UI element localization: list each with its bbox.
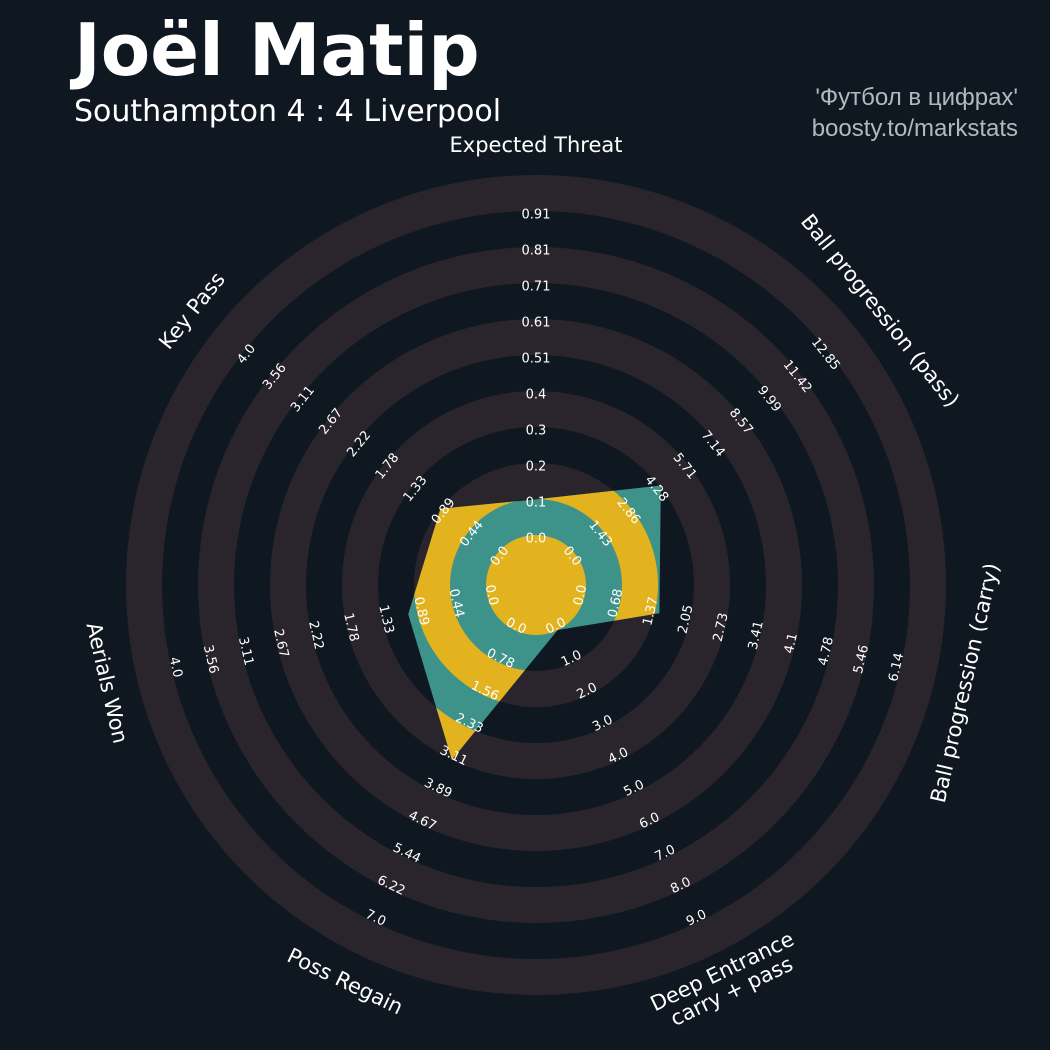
credit-block: 'Футбол в цифрах' boosty.to/markstats xyxy=(812,82,1018,144)
radar-param-label-line: Aerials Won xyxy=(82,620,133,746)
radar-tick-label: 2.67 xyxy=(270,628,291,660)
radar-tick-label: 5.46 xyxy=(851,644,872,676)
radar-tick-label: 3.41 xyxy=(746,620,767,652)
radar-tick-label: 0.2 xyxy=(526,460,547,475)
radar-tick-label: 0.89 xyxy=(410,596,431,628)
radar-param-label: Aerials Won xyxy=(82,620,133,746)
radar-tick-label: 3.56 xyxy=(200,644,221,676)
player-name-title: Joël Matip xyxy=(74,8,480,92)
radar-tick-label: 6.14 xyxy=(886,652,907,684)
radar-tick-label: 3.11 xyxy=(235,636,256,668)
radar-tick-label: 0.71 xyxy=(522,280,551,295)
radar-tick-label: 2.22 xyxy=(305,620,326,652)
credit-line-1: 'Футбол в цифрах' xyxy=(815,84,1018,111)
radar-param-label: Expected Threat xyxy=(450,133,623,157)
radar-tick-label: 0.81 xyxy=(522,244,551,259)
radar-tick-label: 1.78 xyxy=(340,612,361,644)
radar-tick-label: 0.68 xyxy=(605,587,626,619)
radar-param-label-line: Expected Threat xyxy=(450,133,623,157)
credit-line-2: boosty.to/markstats xyxy=(811,115,1018,142)
match-subtitle: Southampton 4 : 4 Liverpool xyxy=(74,94,502,129)
radar-tick-label: 0.1 xyxy=(526,496,547,511)
radar-tick-label: 4.0 xyxy=(166,656,185,680)
radar-tick-label: 0.4 xyxy=(526,388,547,403)
radar-tick-label: 2.73 xyxy=(711,612,732,644)
radar-tick-label: 4.1 xyxy=(782,632,801,656)
radar-tick-label: 0.61 xyxy=(522,316,551,331)
radar-tick-label: 1.33 xyxy=(375,604,396,636)
accent-center xyxy=(486,535,586,635)
radar-tick-label: 0.51 xyxy=(522,352,551,367)
radar-tick-label: 1.37 xyxy=(640,596,661,628)
radar-tick-label: 0.0 xyxy=(571,583,590,607)
radar-tick-label: 0.0 xyxy=(526,532,547,547)
radar-tick-label: 0.0 xyxy=(482,583,501,607)
radar-tick-label: 4.78 xyxy=(816,636,837,668)
radar-tick-label: 2.05 xyxy=(676,604,697,636)
radar-tick-label: 0.91 xyxy=(522,208,551,223)
radar-tick-label: 0.44 xyxy=(446,587,467,619)
radar-tick-label: 0.3 xyxy=(526,424,547,439)
